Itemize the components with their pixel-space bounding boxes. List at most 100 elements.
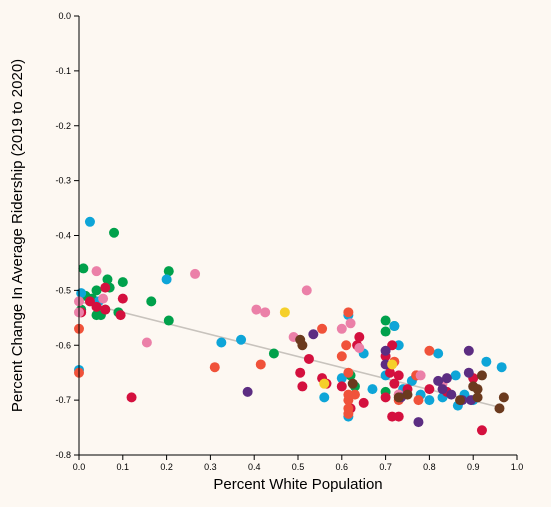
y-tick-label: -0.7 [55, 395, 71, 405]
data-point [161, 274, 172, 285]
data-point [251, 304, 262, 315]
data-point [380, 315, 391, 326]
data-point [91, 266, 102, 277]
x-tick-label: 0.4 [248, 462, 261, 472]
data-point [209, 362, 220, 373]
x-tick-label: 0.0 [73, 462, 86, 472]
data-point [336, 373, 347, 384]
data-point [472, 392, 483, 403]
data-point [268, 348, 279, 359]
data-point [343, 307, 354, 318]
y-axis-title: Percent Change In Average Ridership (201… [9, 59, 26, 412]
data-point [389, 321, 400, 332]
data-point [260, 307, 271, 318]
data-point [476, 425, 487, 436]
data-point [343, 395, 354, 406]
data-point [433, 348, 444, 359]
data-point [109, 227, 120, 238]
data-point [345, 318, 356, 329]
x-tick-label: 0.9 [467, 462, 480, 472]
y-tick-label: -0.8 [55, 450, 71, 460]
x-tick-label: 1.0 [511, 462, 524, 472]
data-point [163, 266, 174, 277]
data-point [437, 384, 448, 395]
data-point [413, 395, 424, 406]
data-point [402, 389, 413, 400]
data-point [358, 397, 369, 408]
x-axis-title: Percent White Population [213, 476, 382, 493]
y-tick-label: -0.5 [55, 285, 71, 295]
data-point [389, 378, 400, 389]
data-point [494, 403, 505, 414]
data-point [413, 417, 424, 428]
data-point [255, 359, 266, 370]
data-point [481, 356, 492, 367]
y-tick-label: -0.3 [55, 176, 71, 186]
data-point [446, 389, 457, 400]
data-point [117, 293, 128, 304]
y-tick-label: -0.1 [55, 66, 71, 76]
data-point [84, 216, 95, 227]
data-point [236, 334, 247, 345]
data-point [472, 384, 483, 395]
x-tick-label: 0.3 [204, 462, 217, 472]
x-tick-label: 0.2 [160, 462, 173, 472]
data-point [141, 337, 152, 348]
data-point [317, 323, 328, 334]
data-point [341, 340, 352, 351]
data-point [163, 315, 174, 326]
data-point [115, 310, 126, 321]
data-point [354, 332, 365, 343]
data-point [496, 362, 507, 373]
data-point [380, 345, 391, 356]
data-point [424, 384, 435, 395]
data-point [349, 389, 360, 400]
y-tick-label: -0.2 [55, 121, 71, 131]
data-point [441, 373, 452, 384]
data-point [387, 359, 398, 370]
data-point [450, 370, 461, 381]
data-point [367, 384, 378, 395]
data-point [297, 381, 308, 392]
data-point [354, 342, 365, 353]
data-point [336, 323, 347, 334]
data-point [100, 282, 111, 293]
x-axis: 0.0 0.1 0.2 0.3 0.4 0.5 0.6 0.7 0.8 0.9 1.0 [73, 454, 524, 472]
data-point [308, 329, 319, 340]
data-point [380, 392, 391, 403]
data-point [393, 392, 404, 403]
data-point [319, 378, 330, 389]
data-point [216, 337, 227, 348]
y-tick-label: -0.6 [55, 340, 71, 350]
data-point [393, 370, 404, 381]
data-point [463, 367, 474, 378]
data-point [295, 367, 306, 378]
data-point [84, 296, 95, 307]
data-point [433, 375, 444, 386]
y-axis: 0.0 -0.1 -0.2 -0.3 -0.4 -0.5 -0.6 -0.7 -0.8 [55, 11, 80, 460]
y-tick-label: 0.0 [58, 11, 71, 21]
data-point [91, 301, 102, 312]
x-tick-label: 0.7 [379, 462, 392, 472]
data-point [91, 285, 102, 296]
x-tick-label: 0.8 [423, 462, 436, 472]
data-point [303, 353, 314, 364]
data-point [415, 370, 426, 381]
data-point [498, 392, 509, 403]
data-point [190, 268, 201, 279]
data-points [74, 216, 509, 436]
data-point [117, 277, 128, 288]
data-point [301, 285, 312, 296]
data-point [455, 395, 466, 406]
data-point [146, 296, 157, 307]
data-point [476, 370, 487, 381]
data-point [126, 392, 137, 403]
data-point [336, 351, 347, 362]
data-point [347, 378, 358, 389]
data-point [279, 307, 290, 318]
data-point [102, 274, 113, 285]
data-point [393, 411, 404, 422]
x-tick-label: 0.1 [117, 462, 130, 472]
data-point [424, 395, 435, 406]
